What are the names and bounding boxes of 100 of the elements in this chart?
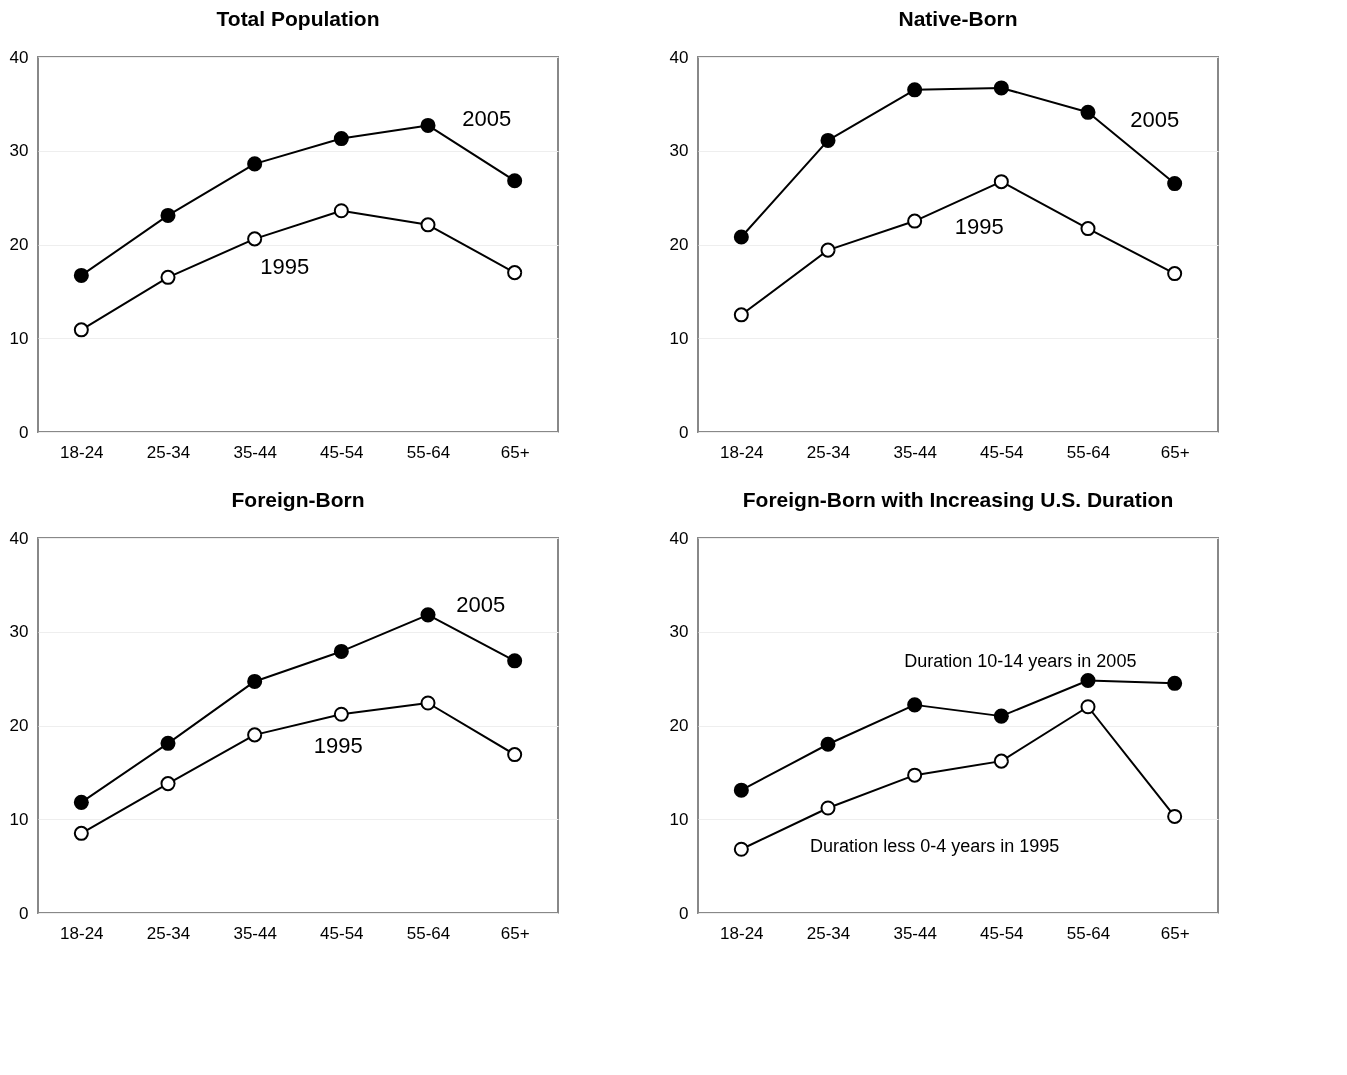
- x-tick-label: 35-44: [893, 442, 937, 462]
- x-tick-label: 18-24: [720, 442, 764, 462]
- series-label: Duration 10-14 years in 2005: [904, 651, 1137, 672]
- point: [1167, 266, 1183, 282]
- y-tick-label: 20: [669, 716, 689, 735]
- point: [73, 825, 89, 841]
- point: [73, 267, 89, 283]
- x-tick-label: 55-64: [1066, 923, 1111, 943]
- x-tick-label: 35-44: [233, 923, 277, 943]
- series-label: 2005: [456, 591, 506, 617]
- point: [333, 706, 349, 722]
- y-tick-label: 10: [9, 809, 29, 829]
- point: [420, 695, 436, 711]
- point: [247, 727, 263, 743]
- point: [733, 782, 749, 798]
- y-tick-label: 30: [669, 141, 689, 161]
- chart-title: Foreign-Born: [231, 488, 365, 511]
- point: [1167, 176, 1183, 192]
- point: [907, 697, 923, 713]
- x-tick-label: 18-24: [60, 923, 104, 943]
- y-tick-label: 10: [669, 809, 689, 829]
- point: [333, 131, 349, 147]
- y-tick-label: 30: [9, 141, 29, 161]
- y-tick-label: 40: [669, 47, 689, 67]
- y-tick-label: 10: [669, 328, 689, 348]
- y-tick-label: 0: [679, 422, 689, 442]
- series-label: 1995: [954, 213, 1004, 239]
- point: [160, 269, 176, 285]
- point: [333, 643, 349, 659]
- point: [247, 156, 263, 172]
- point: [1080, 221, 1096, 237]
- chart-title: Total Population: [216, 7, 380, 30]
- x-tick-label: 35-44: [233, 442, 277, 462]
- y-tick-label: 20: [669, 235, 689, 254]
- point: [160, 207, 176, 223]
- point: [247, 673, 263, 689]
- x-tick-label: 55-64: [406, 442, 451, 462]
- point: [1167, 675, 1183, 691]
- series-label: 1995: [260, 253, 310, 279]
- point: [420, 217, 436, 233]
- point: [993, 174, 1009, 190]
- y-tick-label: 0: [679, 903, 689, 923]
- point: [160, 776, 176, 792]
- x-tick-label: 45-54: [980, 923, 1024, 943]
- point: [507, 653, 523, 669]
- x-tick-label: 55-64: [406, 923, 451, 943]
- y-tick-label: 0: [19, 903, 29, 923]
- x-tick-label: 65+: [1160, 923, 1190, 943]
- x-tick-label: 35-44: [893, 923, 937, 943]
- point: [160, 735, 176, 751]
- series-label: Duration less 0-4 years in 1995: [810, 836, 1060, 857]
- x-tick-label: 25-34: [146, 442, 191, 462]
- series-label: 2005: [462, 105, 512, 131]
- y-tick-label: 0: [19, 422, 29, 442]
- x-tick-label: 18-24: [60, 442, 104, 462]
- point: [820, 736, 836, 752]
- point: [1080, 699, 1096, 715]
- series-label: 1995: [313, 733, 363, 759]
- point: [1167, 808, 1183, 824]
- y-tick-label: 30: [669, 622, 689, 642]
- point: [820, 132, 836, 148]
- chart-title: Foreign-Born with Increasing U.S. Duration: [742, 488, 1174, 511]
- chart-title: Native-Born: [898, 7, 1018, 30]
- x-tick-label: 65+: [1160, 442, 1190, 462]
- point: [993, 80, 1009, 96]
- x-tick-label: 65+: [500, 442, 530, 462]
- point: [247, 231, 263, 247]
- x-tick-label: 55-64: [1066, 442, 1111, 462]
- y-tick-label: 30: [9, 622, 29, 642]
- point: [73, 322, 89, 338]
- point: [907, 213, 923, 229]
- point: [907, 767, 923, 783]
- point: [1080, 672, 1096, 689]
- x-tick-label: 45-54: [320, 442, 364, 462]
- y-tick-label: 40: [669, 528, 689, 548]
- x-tick-label: 25-34: [146, 923, 191, 943]
- y-tick-label: 40: [9, 47, 29, 67]
- point: [733, 307, 749, 323]
- x-tick-label: 65+: [500, 923, 530, 943]
- point: [733, 229, 749, 245]
- y-tick-label: 40: [9, 528, 29, 548]
- y-tick-label: 20: [9, 235, 29, 254]
- y-tick-label: 20: [9, 716, 29, 735]
- point: [507, 265, 523, 281]
- point: [993, 708, 1009, 724]
- point: [907, 82, 923, 98]
- x-tick-label: 25-34: [806, 442, 851, 462]
- point: [507, 173, 523, 189]
- series-label: 2005: [1130, 106, 1180, 132]
- point: [333, 203, 349, 219]
- point: [73, 794, 89, 810]
- point: [733, 841, 749, 857]
- point: [820, 800, 836, 816]
- point: [420, 607, 436, 623]
- x-tick-label: 45-54: [980, 442, 1024, 462]
- point: [1080, 104, 1096, 120]
- point: [993, 753, 1009, 769]
- point: [820, 242, 836, 258]
- point: [507, 747, 523, 763]
- y-tick-label: 10: [9, 328, 29, 348]
